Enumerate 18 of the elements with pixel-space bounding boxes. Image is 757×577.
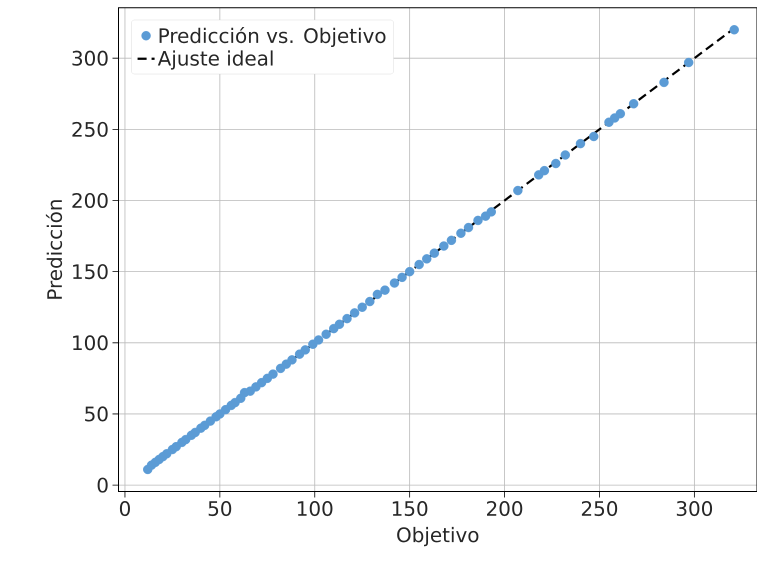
x-tick-label: 250	[582, 501, 618, 516]
y-tick-label: 250	[72, 122, 108, 137]
x-tick-label: 50	[208, 501, 232, 516]
x-tick-label: 300	[676, 501, 712, 516]
legend-label: Predicción vs. Objetivo	[160, 26, 386, 48]
x-tick-label: 100	[298, 501, 332, 516]
y-axis-title: Predicción	[46, 200, 62, 299]
x-tick-label: 200	[487, 501, 522, 516]
y-tick-label: 100	[73, 335, 108, 350]
y-tick-label: 150	[73, 264, 108, 280]
legend-label: Ajuste ideal	[158, 50, 273, 70]
y-tick-label: 300	[72, 50, 108, 66]
y-tick-label: 200	[72, 192, 108, 208]
y-tick-label: 50	[85, 406, 108, 422]
x-tick-label: 0	[120, 501, 130, 516]
y-tick-label: 0	[98, 478, 108, 493]
x-axis-title: Objetivo	[397, 526, 478, 546]
x-tick-label: 150	[392, 501, 428, 516]
